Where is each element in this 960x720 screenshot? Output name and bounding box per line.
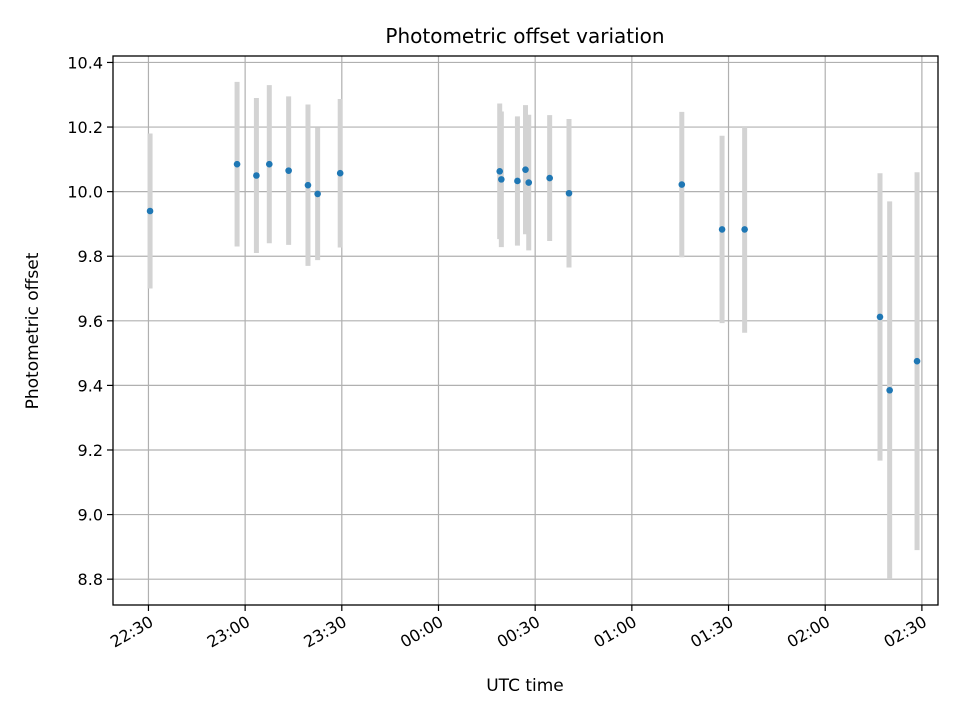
data-point (285, 167, 292, 174)
data-point (876, 313, 884, 321)
data-point (913, 357, 921, 365)
data-point (886, 386, 893, 394)
y-tick-label: 10.0 (67, 183, 103, 202)
data-points (146, 160, 921, 394)
data-point (514, 177, 521, 185)
data-point (304, 181, 312, 189)
data-point (522, 166, 529, 173)
chart-title: Photometric offset variation (385, 24, 664, 48)
y-tick-label: 9.8 (78, 247, 103, 266)
y-tick-label: 10.2 (67, 118, 103, 137)
data-point (253, 172, 260, 179)
data-point (741, 226, 748, 233)
data-point (314, 190, 321, 198)
data-point (678, 181, 686, 188)
data-point (496, 167, 504, 175)
data-point (146, 207, 154, 215)
y-tick-label: 9.0 (78, 506, 103, 525)
x-axis-label: UTC time (486, 676, 564, 696)
y-tick-label: 9.2 (78, 441, 103, 460)
y-tick-label: 9.6 (78, 312, 103, 331)
data-point (498, 176, 505, 183)
data-point (565, 189, 573, 197)
y-axis-label: Photometric offset (23, 252, 43, 409)
y-tick-label: 9.4 (78, 376, 103, 395)
data-point (718, 226, 726, 233)
data-point (525, 179, 533, 186)
y-tick-label: 8.8 (78, 570, 103, 589)
data-point (336, 169, 344, 177)
data-point (233, 160, 241, 168)
y-tick-label: 10.4 (67, 53, 103, 72)
y-axis: 8.8 9.0 9.2 9.4 9.6 9.8 10.0 10.2 10.4 (67, 53, 113, 589)
data-point (546, 174, 553, 182)
data-point (265, 160, 273, 168)
plot-frame (112, 55, 939, 606)
